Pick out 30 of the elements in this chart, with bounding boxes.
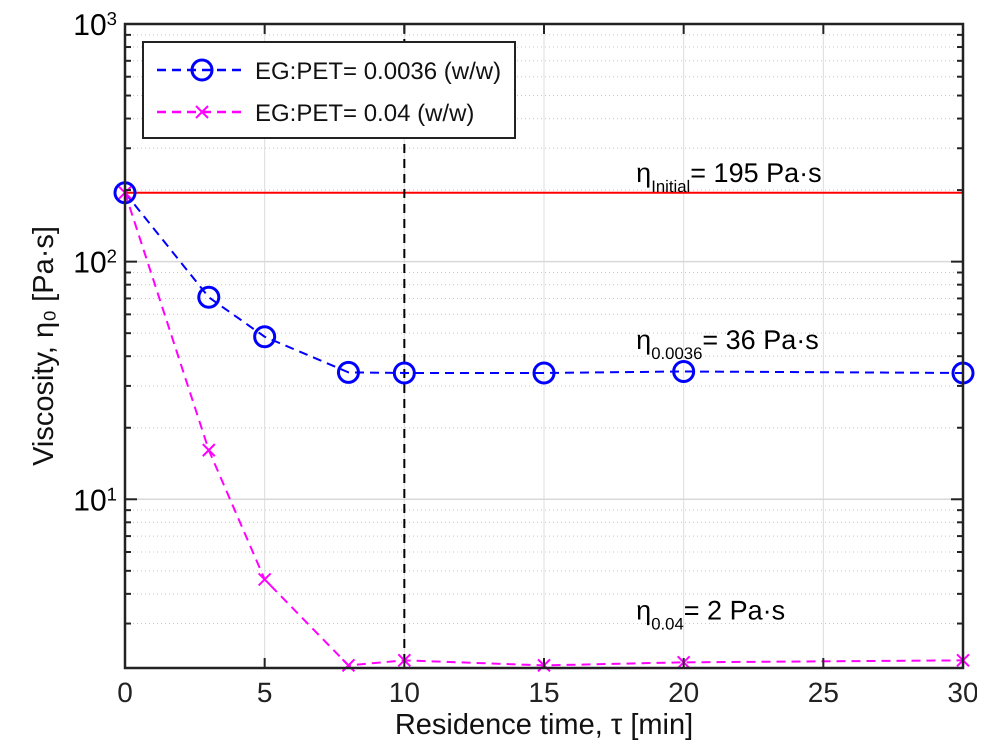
point [258, 572, 272, 586]
x-tick-label: 0 [117, 677, 133, 708]
x-tick-label: 15 [528, 677, 560, 708]
y-axis-title: Viscosity, η₀ [Pa·s] [28, 226, 60, 466]
annotation: η$_{0.04}$= 2 Pa·s [636, 596, 786, 634]
point [336, 360, 360, 384]
x-axis-title: Residence time, τ [min] [394, 709, 694, 741]
x-tick-label: 20 [668, 677, 700, 708]
point [537, 658, 551, 672]
y-tick-label: 10$^{1}$ [73, 482, 117, 518]
legend-label: EG:PET= 0.04 (w/w) [255, 100, 474, 127]
point [253, 325, 276, 348]
point [392, 361, 416, 384]
annotation: η$_{0.0036}$= 36 Pa·s [636, 325, 819, 363]
x-tick-label: 25 [808, 677, 839, 708]
x-tick-label: 10 [388, 677, 420, 708]
y-tick-label: 10$^{2}$ [73, 245, 117, 280]
x-tick-label: 5 [256, 677, 272, 708]
point [956, 653, 970, 668]
point [114, 181, 136, 204]
point [672, 360, 696, 383]
point [341, 658, 356, 672]
y-tick-label: 10$^{3}$ [73, 8, 117, 42]
point [397, 653, 412, 668]
point [202, 443, 216, 458]
point [532, 361, 556, 384]
annotation: η$_{Initial}$= 195 Pa·s [636, 158, 822, 196]
legend-label: EG:PET= 0.0036 (w/w) [255, 58, 502, 85]
point [197, 286, 220, 309]
point [952, 361, 974, 384]
